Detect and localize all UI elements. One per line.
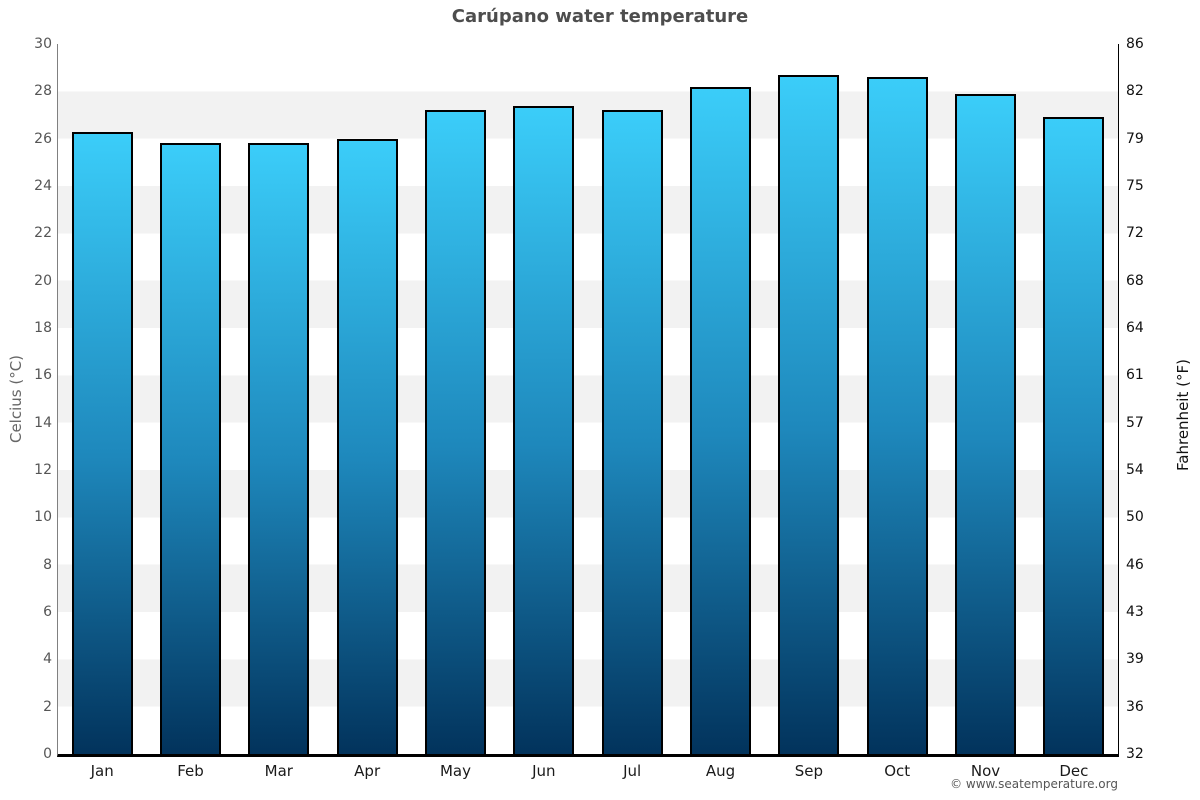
celsius-tick-0: 0	[43, 746, 52, 762]
fahrenheit-tick-79: 79	[1126, 130, 1144, 147]
month-label-apr: Apr	[354, 762, 381, 780]
celsius-tick-18: 18	[34, 320, 52, 336]
bar-sep	[778, 74, 840, 754]
fahrenheit-tick-68: 68	[1126, 272, 1144, 289]
fahrenheit-tick-39: 39	[1126, 651, 1144, 668]
bar-oct	[866, 77, 928, 754]
bar-aug	[690, 86, 751, 754]
fahrenheit-tick-54: 54	[1126, 462, 1144, 478]
fahrenheit-tick-50: 50	[1126, 509, 1144, 526]
fahrenheit-tick-32: 32	[1126, 746, 1144, 762]
month-label-jul: Jul	[623, 762, 642, 780]
bar-dec	[1043, 117, 1105, 754]
bar-may	[425, 110, 486, 754]
copyright-text: © www.seatemperature.org	[950, 777, 1118, 791]
month-label-feb: Feb	[177, 762, 204, 780]
fahrenheit-tick-75: 75	[1126, 178, 1144, 194]
month-label-aug: Aug	[705, 762, 736, 780]
month-label-may: May	[439, 762, 471, 780]
month-label-dec: Dec	[1059, 762, 1089, 780]
bar-jan	[71, 131, 133, 754]
fahrenheit-tick-43: 43	[1126, 604, 1144, 620]
celsius-tick-28: 28	[34, 83, 52, 100]
celsius-tick-14: 14	[34, 414, 52, 431]
month-label-nov: Nov	[970, 762, 1001, 780]
celsius-tick-30: 30	[34, 36, 52, 52]
fahrenheit-tick-82: 82	[1126, 83, 1144, 100]
celsius-tick-4: 4	[43, 651, 52, 668]
celsius-tick-20: 20	[34, 272, 52, 289]
month-label-mar: Mar	[264, 762, 293, 780]
celsius-tick-8: 8	[43, 556, 52, 573]
bar-nov	[955, 93, 1016, 754]
fahrenheit-tick-36: 36	[1126, 698, 1144, 715]
fahrenheit-tick-57: 57	[1126, 414, 1144, 431]
bar-jun	[513, 105, 575, 754]
bar-feb	[160, 143, 221, 754]
plot-area	[57, 44, 1119, 757]
month-label-sep: Sep	[794, 762, 823, 780]
bar-apr	[336, 138, 398, 754]
bar-jul	[601, 110, 663, 754]
fahrenheit-tick-86: 86	[1126, 36, 1144, 52]
celsius-tick-16: 16	[34, 367, 52, 384]
celsius-tick-10: 10	[34, 509, 52, 526]
fahrenheit-tick-64: 64	[1126, 320, 1144, 336]
month-label-jun: Jun	[532, 762, 556, 780]
fahrenheit-tick-72: 72	[1126, 225, 1144, 242]
bar-mar	[248, 143, 310, 754]
celsius-tick-24: 24	[34, 178, 52, 194]
month-label-jan: Jan	[90, 762, 114, 780]
month-label-oct: Oct	[884, 762, 911, 780]
fahrenheit-tick-46: 46	[1126, 556, 1144, 573]
celsius-tick-2: 2	[43, 698, 52, 715]
celsius-tick-6: 6	[43, 604, 52, 620]
celsius-tick-12: 12	[34, 462, 52, 478]
chart-title: Carúpano water temperature	[451, 6, 749, 27]
celsius-tick-26: 26	[34, 130, 52, 147]
fahrenheit-tick-61: 61	[1126, 367, 1144, 384]
celsius-tick-22: 22	[34, 225, 52, 242]
